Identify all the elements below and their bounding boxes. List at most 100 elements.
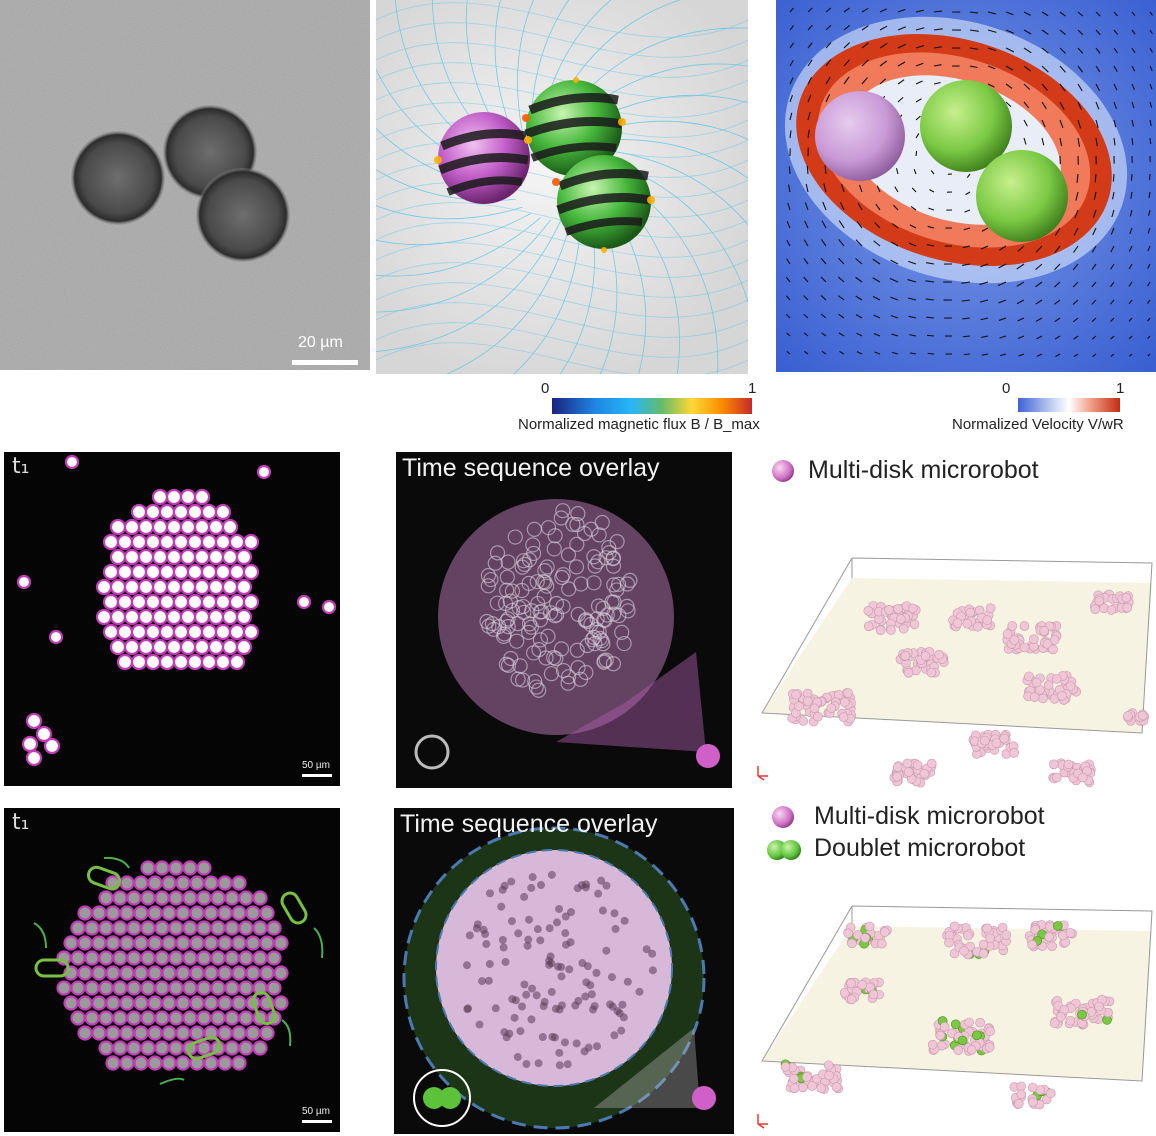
multidisk-robot <box>63 935 79 951</box>
field-line <box>376 162 748 198</box>
multidisk-robot <box>112 980 128 996</box>
multidisk-robot <box>112 1010 128 1026</box>
multidisk-particle <box>1038 693 1048 704</box>
velocity-arrow <box>855 295 863 301</box>
multidisk-particle <box>1031 677 1042 688</box>
multidisk-robot <box>266 920 282 936</box>
velocity-arrow <box>1095 83 1100 91</box>
overlay-disk <box>618 1000 627 1009</box>
velocity-arrow <box>787 202 791 211</box>
velocity-arrow <box>1072 317 1079 323</box>
multidisk-particle <box>919 768 930 779</box>
velocity-arrow <box>804 220 809 229</box>
doublet-robot <box>86 865 122 891</box>
field-line <box>494 0 516 141</box>
velocity-arrow <box>875 203 881 211</box>
velocity-arrow <box>998 317 1007 321</box>
multidisk-particle <box>982 615 993 625</box>
multidisk-robot <box>228 623 246 641</box>
multidisk-particle <box>978 948 989 959</box>
multidisk-robot <box>126 980 142 996</box>
overlay-disk <box>507 877 516 886</box>
overlay-disk <box>591 624 607 640</box>
multidisk-particle <box>789 1083 800 1094</box>
multidisk-robot <box>84 980 100 996</box>
doublet-robot <box>186 1035 222 1061</box>
multidisk-robot <box>182 890 198 906</box>
velocity-arrow <box>838 295 845 301</box>
multidisk-robot <box>133 875 149 891</box>
overlay-disk <box>623 977 632 986</box>
multidisk-particle <box>972 621 983 632</box>
multidisk-robot <box>200 563 218 581</box>
multidisk-particle <box>1065 681 1076 691</box>
velocity-arrow <box>879 42 888 49</box>
field-line <box>376 62 748 98</box>
velocity-arrow <box>823 183 827 193</box>
overlay-disk <box>648 966 657 975</box>
field-line <box>376 205 523 220</box>
multidisk-robot <box>112 1040 128 1056</box>
multidisk-particle <box>963 930 973 941</box>
overlay-disk <box>554 569 570 586</box>
multidisk-particle <box>966 1045 977 1055</box>
multidisk-robot <box>123 548 141 566</box>
multidisk-robot <box>70 950 86 966</box>
velocity-arrow <box>820 295 827 301</box>
overlay-disk <box>569 642 585 658</box>
velocity-arrow <box>926 334 935 337</box>
multidisk-particle <box>952 618 963 628</box>
overlay-disk <box>601 545 617 561</box>
multidisk-robot <box>214 503 232 521</box>
multidisk-robot <box>186 533 204 551</box>
overlay-disk <box>523 941 532 950</box>
velocity-arrow <box>1077 11 1084 17</box>
multidisk-particle <box>1044 932 1054 942</box>
multidisk-robot <box>196 920 212 936</box>
swarm-snapshot-mixed-panel: t₁ 50 µm <box>4 808 340 1132</box>
legend-label: Doublet microrobot <box>814 834 1026 862</box>
multidisk-robot <box>238 1040 254 1056</box>
velocity-arrow <box>890 296 899 301</box>
multidisk-robot <box>242 593 260 611</box>
overlay-disk <box>592 1042 601 1051</box>
overlay-disk <box>648 949 657 958</box>
multidisk-robot <box>151 488 169 506</box>
multidisk-robot <box>193 608 211 626</box>
velocity-arrow <box>915 133 920 139</box>
multidisk-robot <box>207 548 225 566</box>
multidisk-particle <box>1049 1018 1060 1028</box>
overlay-disk <box>500 611 516 627</box>
multidisk-robot <box>102 593 120 611</box>
velocity-arrow <box>807 24 813 31</box>
multidisk-robot <box>161 905 177 921</box>
multidisk-robot <box>179 638 197 656</box>
multidisk-robot <box>196 980 212 996</box>
multidisk-robot <box>119 875 135 891</box>
overlay-disk <box>565 965 574 974</box>
velocity-arrow <box>987 83 995 88</box>
velocity-arrow <box>861 77 868 85</box>
velocity-arrow <box>1005 83 1013 89</box>
velocity-arrow <box>933 10 943 13</box>
sphere-top-right <box>524 80 623 176</box>
overlay-disk <box>499 943 508 952</box>
velocity-arrow <box>926 244 935 247</box>
velocity-arrow <box>1129 353 1133 357</box>
overlay-disk <box>577 612 594 629</box>
velocity-arrow <box>1077 137 1081 147</box>
multidisk-robot <box>196 1040 212 1056</box>
overlay-disk <box>514 929 523 938</box>
velocity-arrow <box>1005 47 1015 53</box>
multidisk-robot <box>238 890 254 906</box>
multidisk-robot <box>91 1025 107 1041</box>
velocity-arrow <box>872 277 881 283</box>
time-overlay-image <box>414 499 720 770</box>
velocity-arrow <box>1109 299 1115 305</box>
multidisk-robot <box>210 980 226 996</box>
multidisk-robot <box>175 905 191 921</box>
multidisk-robot <box>231 935 247 951</box>
velocity-arrow <box>786 221 791 229</box>
velocity-arrow <box>1077 83 1083 92</box>
multidisk-robot <box>259 935 275 951</box>
